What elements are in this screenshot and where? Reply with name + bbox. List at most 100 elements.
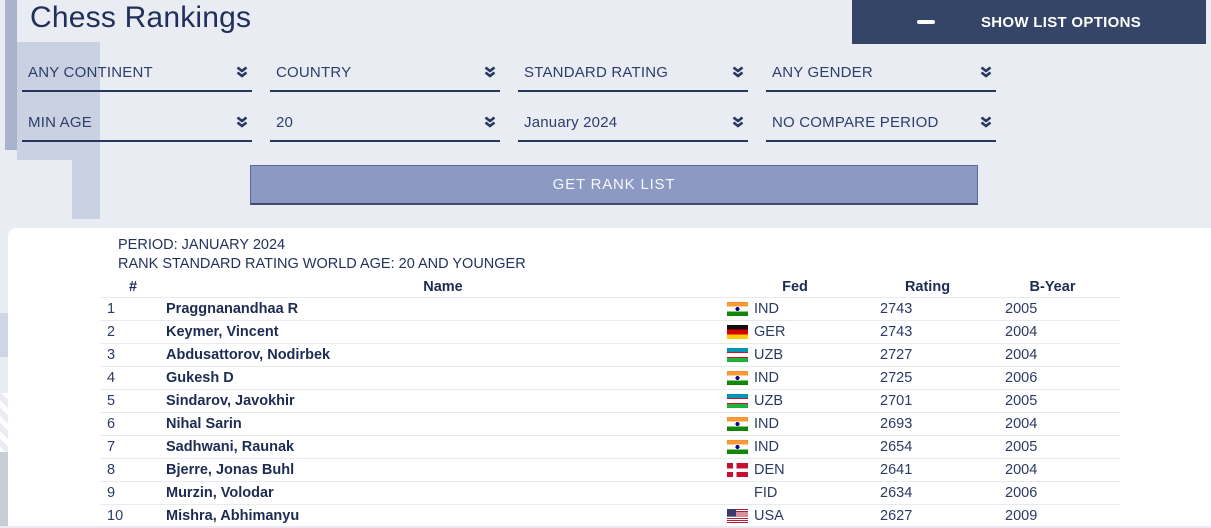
rating-cell: 2743 xyxy=(870,297,985,321)
ger-flag-icon xyxy=(727,324,748,339)
fed-cell: IND xyxy=(720,412,870,436)
col-header-byear: B-Year xyxy=(985,278,1120,298)
filter-label: 20 xyxy=(276,113,294,131)
chevron-down-icon xyxy=(236,65,248,78)
fed-cell: UZB xyxy=(720,389,870,413)
player-name[interactable]: Praggnanandhaa R xyxy=(166,297,720,321)
get-rank-list-button[interactable]: GET RANK LIST xyxy=(250,165,978,205)
decoration-vertical-bar-2 xyxy=(72,160,100,219)
rating-cell: 2701 xyxy=(870,389,985,413)
byear-cell: 2004 xyxy=(985,343,1120,367)
rank-cell: 7 xyxy=(100,435,166,459)
top-bar: Chess Rankings SHOW LIST OPTIONS xyxy=(0,0,1211,44)
player-name[interactable]: Murzin, Volodar xyxy=(166,481,720,505)
byear-cell: 2009 xyxy=(985,504,1120,528)
byear-cell: 2004 xyxy=(985,412,1120,436)
fed-cell: IND xyxy=(720,435,870,459)
period-line: PERIOD: JANUARY 2024 xyxy=(118,237,286,253)
uzb-flag-icon xyxy=(727,347,748,362)
player-name[interactable]: Sindarov, Javokhir xyxy=(166,389,720,413)
rank-table: # Name Fed Rating B-Year 1 Praggnanandha… xyxy=(100,278,1120,528)
filter-label: COUNTRY xyxy=(276,63,352,81)
fed-code: GER xyxy=(754,323,786,340)
rank-cell: 5 xyxy=(100,389,166,413)
rating-cell: 2634 xyxy=(870,481,985,505)
filter-gender-dropdown[interactable]: ANY GENDER xyxy=(766,56,996,92)
rating-cell: 2743 xyxy=(870,320,985,344)
usa-flag-icon xyxy=(727,508,748,523)
byear-cell: 2004 xyxy=(985,458,1120,482)
rank-cell: 6 xyxy=(100,412,166,436)
rank-cell: 10 xyxy=(100,504,166,528)
rating-cell: 2725 xyxy=(870,366,985,390)
rating-cell: 2693 xyxy=(870,412,985,436)
rank-cell: 1 xyxy=(100,297,166,321)
byear-cell: 2005 xyxy=(985,297,1120,321)
table-row: 1 Praggnanandhaa R IND 2743 2005 xyxy=(100,297,1120,321)
show-list-options-label: SHOW LIST OPTIONS xyxy=(980,13,1142,31)
byear-cell: 2006 xyxy=(985,481,1120,505)
fed-code: DEN xyxy=(754,461,785,478)
col-header-fed: Fed xyxy=(720,278,870,298)
chevron-down-icon xyxy=(732,115,744,128)
filters-grid: ANY CONTINENT COUNTRY STANDARD RATING AN… xyxy=(22,56,996,142)
player-name[interactable]: Sadhwani, Raunak xyxy=(166,435,720,459)
player-name[interactable]: Keymer, Vincent xyxy=(166,320,720,344)
no-flag-icon xyxy=(727,486,748,500)
filter-compare-period-dropdown[interactable]: NO COMPARE PERIOD xyxy=(766,106,996,142)
fed-code: IND xyxy=(754,438,779,455)
player-name[interactable]: Mishra, Abhimanyu xyxy=(166,504,720,528)
filter-rating-type-dropdown[interactable]: STANDARD RATING xyxy=(518,56,748,92)
rank-cell: 9 xyxy=(100,481,166,505)
fed-code: USA xyxy=(754,507,784,524)
fed-code: UZB xyxy=(754,346,783,363)
player-name[interactable]: Nihal Sarin xyxy=(166,412,720,436)
player-name[interactable]: Bjerre, Jonas Buhl xyxy=(166,458,720,482)
byear-cell: 2005 xyxy=(985,435,1120,459)
chevron-down-icon xyxy=(980,65,992,78)
table-row: 4 Gukesh D IND 2725 2006 xyxy=(100,366,1120,390)
decoration-vertical-bar xyxy=(5,0,17,150)
player-name[interactable]: Gukesh D xyxy=(166,366,720,390)
table-row: 10 Mishra, Abhimanyu USA 2627 2009 xyxy=(100,504,1120,528)
filter-label: MIN AGE xyxy=(28,113,92,131)
show-list-options-button[interactable]: SHOW LIST OPTIONS xyxy=(852,0,1206,44)
byear-cell: 2005 xyxy=(985,389,1120,413)
ind-flag-icon xyxy=(727,370,748,385)
chevron-down-icon xyxy=(484,115,496,128)
rating-cell: 2654 xyxy=(870,435,985,459)
chevron-down-icon xyxy=(484,65,496,78)
fed-code: IND xyxy=(754,415,779,432)
rating-cell: 2627 xyxy=(870,504,985,528)
filter-label: NO COMPARE PERIOD xyxy=(772,113,939,131)
ind-flag-icon xyxy=(727,439,748,454)
rank-cell: 3 xyxy=(100,343,166,367)
fed-code: FID xyxy=(754,484,778,501)
page-title: Chess Rankings xyxy=(30,1,252,34)
chevron-down-icon xyxy=(732,65,744,78)
table-row: 3 Abdusattorov, Nodirbek UZB 2727 2004 xyxy=(100,343,1120,367)
chevron-down-icon xyxy=(236,115,248,128)
fed-cell: IND xyxy=(720,297,870,321)
filter-country-dropdown[interactable]: COUNTRY xyxy=(270,56,500,92)
player-name[interactable]: Abdusattorov, Nodirbek xyxy=(166,343,720,367)
table-row: 5 Sindarov, Javokhir UZB 2701 2005 xyxy=(100,389,1120,413)
filter-label: January 2024 xyxy=(524,113,618,131)
minus-icon xyxy=(916,20,935,24)
fed-code: UZB xyxy=(754,392,783,409)
filter-age-value-dropdown[interactable]: 20 xyxy=(270,106,500,142)
filter-continent-dropdown[interactable]: ANY CONTINENT xyxy=(22,56,252,92)
col-header-rating: Rating xyxy=(870,278,985,298)
table-row: 2 Keymer, Vincent GER 2743 2004 xyxy=(100,320,1120,344)
den-flag-icon xyxy=(727,462,748,477)
fed-cell: UZB xyxy=(720,343,870,367)
filter-period-dropdown[interactable]: January 2024 xyxy=(518,106,748,142)
table-row: 9 Murzin, Volodar FID 2634 2006 xyxy=(100,481,1120,505)
byear-cell: 2004 xyxy=(985,320,1120,344)
ind-flag-icon xyxy=(727,301,748,316)
chevron-down-icon xyxy=(980,115,992,128)
table-row: 6 Nihal Sarin IND 2693 2004 xyxy=(100,412,1120,436)
fed-cell: USA xyxy=(720,504,870,528)
fed-code: IND xyxy=(754,369,779,386)
filter-min-age-dropdown[interactable]: MIN AGE xyxy=(22,106,252,142)
